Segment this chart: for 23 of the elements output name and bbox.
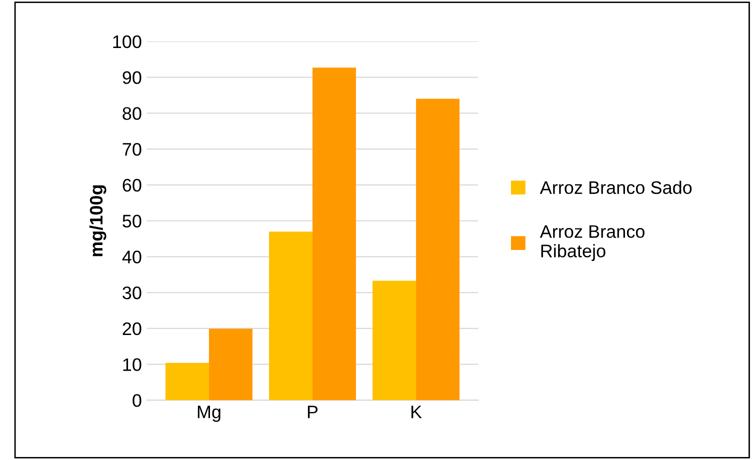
y-tick-label: 70 <box>122 142 142 156</box>
bar <box>416 98 460 400</box>
legend-label: Arroz Branco Ribatejo <box>540 225 644 261</box>
x-tick-label: K <box>411 406 422 418</box>
y-tick-label: 10 <box>123 358 142 372</box>
y-tick-label: 60 <box>122 178 142 192</box>
bar <box>372 280 416 400</box>
bar <box>208 328 252 400</box>
x-tick-label: P <box>308 406 318 418</box>
y-tick-label: 80 <box>122 107 142 120</box>
y-tick-label: 20 <box>122 322 142 336</box>
y-tick-label: 40 <box>122 250 142 264</box>
y-tick-label: 30 <box>122 286 142 300</box>
y-tick-label: 50 <box>122 214 142 228</box>
bar <box>165 362 209 400</box>
legend-label: Arroz Branco Sado <box>540 180 692 194</box>
y-tick-label: 0 <box>132 394 142 407</box>
x-tick-label: Mg <box>198 406 220 422</box>
y-axis-title: mg/100g <box>89 185 106 256</box>
bar <box>269 232 312 400</box>
y-tick-label: 100 <box>113 35 142 48</box>
y-tick-label: 90 <box>122 71 142 84</box>
bar <box>312 68 356 400</box>
